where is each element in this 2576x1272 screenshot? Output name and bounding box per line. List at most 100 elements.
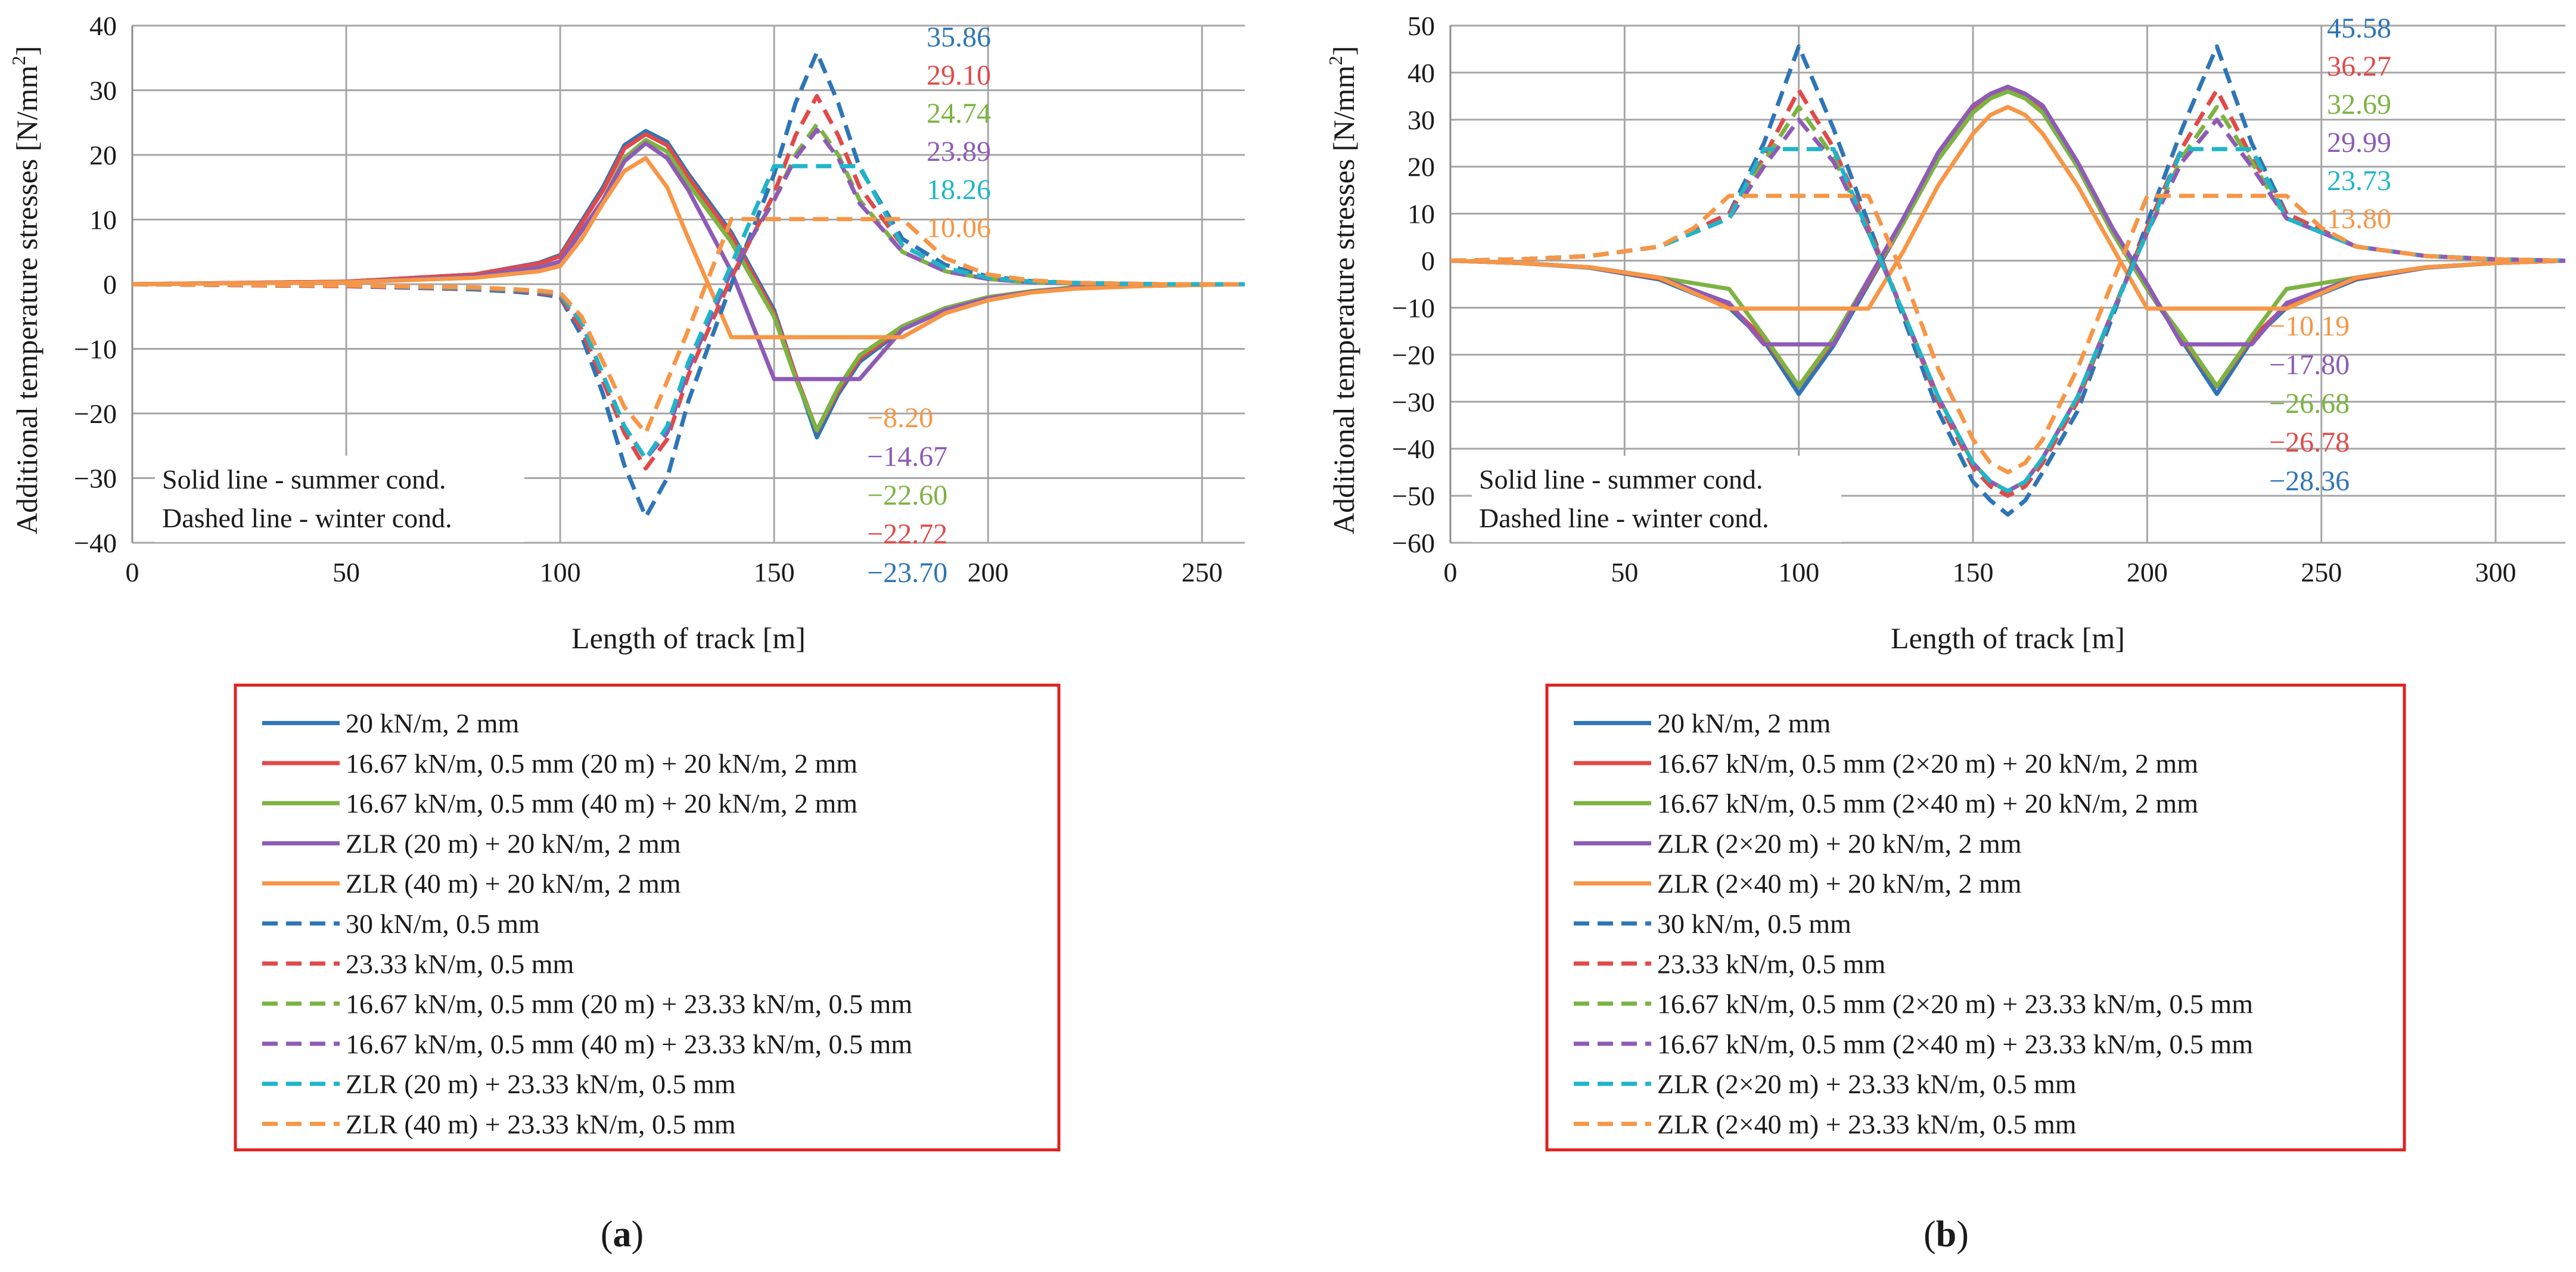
y-axis-title-text: Additional temperature stresses [N/mm xyxy=(1327,66,1360,534)
data-label-max: 13.80 xyxy=(2327,203,2391,235)
legend-entry: 16.67 kN/m, 0.5 mm (2×20 m) + 23.33 kN/m… xyxy=(1657,989,2253,1019)
y-tick-label: −60 xyxy=(1392,528,1435,558)
legend-entry: 20 kN/m, 2 mm xyxy=(346,708,520,739)
data-label-min: −8.20 xyxy=(867,402,933,434)
legend-entry: ZLR (2×20 m) + 20 kN/m, 2 mm xyxy=(1657,828,2022,859)
y-tick-label: 20 xyxy=(89,140,117,170)
panel-label: (b) xyxy=(1924,1214,1969,1255)
y-tick-label: 40 xyxy=(89,11,117,41)
y-tick-label: 10 xyxy=(1407,199,1435,229)
figure: 0 50 100 150 200 250−40−30−20−10010203040Leng… xyxy=(0,0,2576,1272)
series-line xyxy=(1450,149,2565,491)
legend-entry: 16.67 kN/m, 0.5 mm (40 m) + 23.33 kN/m, … xyxy=(346,1029,912,1059)
y-tick-label: −30 xyxy=(74,464,117,494)
y-tick-label: −50 xyxy=(1392,481,1435,511)
legend-entry: 23.33 kN/m, 0.5 mm xyxy=(1657,948,1886,979)
y-tick-label: 10 xyxy=(89,205,117,235)
legend-entry: 16.67 kN/m, 0.5 mm (20 m) + 23.33 kN/m, … xyxy=(346,989,912,1019)
legend-entry: ZLR (2×40 m) + 20 kN/m, 2 mm xyxy=(1657,869,2022,899)
legend-entry: 16.67 kN/m, 0.5 mm (2×40 m) + 20 kN/m, 2… xyxy=(1657,788,2198,819)
data-label-max: 24.74 xyxy=(927,98,991,129)
chart-panel-a: 0 50 100 150 200 250 −40 −30 −20 −10 0 10 20 30 40 Leng… xyxy=(8,11,1245,1255)
x-tick-label: 300 xyxy=(2475,557,2516,587)
x-tick-label: 50 xyxy=(1611,557,1638,587)
legend-entry: ZLR (20 m) + 23.33 kN/m, 0.5 mm xyxy=(346,1069,736,1099)
x-tick-label: 0 xyxy=(126,557,139,587)
data-label-max: 23.89 xyxy=(927,136,991,167)
series-line xyxy=(1450,90,2565,387)
data-label-min: −14.67 xyxy=(867,441,947,472)
x-axis-title: Length of track [m] xyxy=(571,621,806,655)
legend-entry: 16.67 kN/m, 0.5 mm (2×20 m) + 20 kN/m, 2… xyxy=(1657,748,2198,779)
y-tick-label: −20 xyxy=(1392,340,1435,370)
x-tick-label: 100 xyxy=(540,557,581,587)
series-line xyxy=(1450,87,2565,344)
series-line xyxy=(1450,46,2565,515)
annotation-text: Solid line - summer cond. xyxy=(1479,464,1763,495)
data-label-max: 29.10 xyxy=(927,60,991,91)
legend-entry: 30 kN/m, 0.5 mm xyxy=(346,909,540,939)
legend-entry: ZLR (40 m) + 20 kN/m, 2 mm xyxy=(346,869,681,899)
x-tick-label: 150 xyxy=(754,557,795,587)
y-axis-title-close: ] xyxy=(1327,46,1360,56)
data-label-max: 36.27 xyxy=(2327,51,2391,82)
legend-entry: ZLR (2×20 m) + 23.33 kN/m, 0.5 mm xyxy=(1657,1069,2077,1099)
data-label-max: 45.58 xyxy=(2327,13,2391,44)
panel-label-letter: b xyxy=(1936,1214,1956,1255)
x-tick-label: 150 xyxy=(1953,557,1994,587)
panel-label-open: ( xyxy=(1924,1214,1936,1255)
y-tick-label: 50 xyxy=(1407,11,1435,41)
y-axis-title-superscript: 2 xyxy=(8,56,29,66)
data-label-max: 35.86 xyxy=(927,21,991,53)
y-tick-label: 30 xyxy=(1407,105,1435,135)
series-line xyxy=(1450,120,2565,491)
series-line xyxy=(1450,107,2565,309)
x-tick-label: 0 xyxy=(1444,557,1458,587)
data-label-min: −26.68 xyxy=(2269,388,2350,419)
y-axis-title-text: Additional temperature stresses [N/mm xyxy=(10,66,43,534)
panel-label-letter: a xyxy=(613,1214,632,1255)
y-tick-label: 40 xyxy=(1407,58,1435,88)
annotation-text: Solid line - summer cond. xyxy=(162,464,446,495)
legend-entry: ZLR (2×40 m) + 23.33 kN/m, 0.5 mm xyxy=(1657,1109,2077,1139)
y-tick-label: −40 xyxy=(74,528,117,558)
legend-entry: 16.67 kN/m, 0.5 mm (2×40 m) + 23.33 kN/m… xyxy=(1657,1029,2253,1059)
data-label-min: −10.19 xyxy=(2269,310,2350,342)
y-tick-label: −40 xyxy=(1392,434,1435,464)
x-axis-title: Length of track [m] xyxy=(1891,621,2125,655)
series-line xyxy=(1450,196,2565,472)
data-label-max: 32.69 xyxy=(2327,89,2391,120)
legend-entry: 23.33 kN/m, 0.5 mm xyxy=(346,948,574,979)
series-line xyxy=(1450,90,2565,496)
legend-entry: 30 kN/m, 0.5 mm xyxy=(1657,909,1851,939)
y-axis-title-close: ] xyxy=(10,46,43,56)
panel-label-close: ) xyxy=(632,1214,644,1255)
y-axis-title: Additional temperature stresses [N/mm2] xyxy=(8,46,43,534)
data-label-min: −28.36 xyxy=(2269,465,2350,497)
chart-panel-b: 0 50 100 150 200 250 300−60−50−40−30−20−100102… xyxy=(1325,11,2565,1255)
data-label-min: −17.80 xyxy=(2269,349,2350,381)
x-tick-label: 200 xyxy=(968,557,1009,587)
legend-entry: 16.67 kN/m, 0.5 mm (20 m) + 20 kN/m, 2 m… xyxy=(346,748,857,779)
legend-entry: 20 kN/m, 2 mm xyxy=(1657,708,1831,739)
x-tick-label: 250 xyxy=(1182,557,1223,587)
data-label-max: 18.26 xyxy=(927,174,991,206)
legend-entry: ZLR (20 m) + 20 kN/m, 2 mm xyxy=(346,828,681,859)
legend-entry: 16.67 kN/m, 0.5 mm (40 m) + 20 kN/m, 2 m… xyxy=(346,788,857,819)
data-label-max: 29.99 xyxy=(2327,127,2391,158)
y-tick-label: 20 xyxy=(1407,152,1435,182)
annotation-text: Dashed line - winter cond. xyxy=(162,503,452,533)
y-tick-label: −30 xyxy=(1392,387,1435,417)
y-tick-label: 30 xyxy=(89,76,117,106)
y-axis-title: Additional temperature stresses [N/mm2] xyxy=(1325,46,1360,534)
y-tick-label: 0 xyxy=(103,269,117,300)
panel-label-close: ) xyxy=(1956,1214,1969,1255)
x-tick-label: 100 xyxy=(1778,557,1819,587)
legend-entry: ZLR (40 m) + 23.33 kN/m, 0.5 mm xyxy=(346,1109,736,1139)
y-tick-label: −10 xyxy=(1392,293,1435,323)
y-axis-title-superscript: 2 xyxy=(1325,56,1346,66)
data-label-max: 23.73 xyxy=(2327,165,2391,197)
annotation-text: Dashed line - winter cond. xyxy=(1479,503,1769,533)
series-line xyxy=(1450,107,2565,492)
data-label-max: 10.06 xyxy=(927,212,991,244)
